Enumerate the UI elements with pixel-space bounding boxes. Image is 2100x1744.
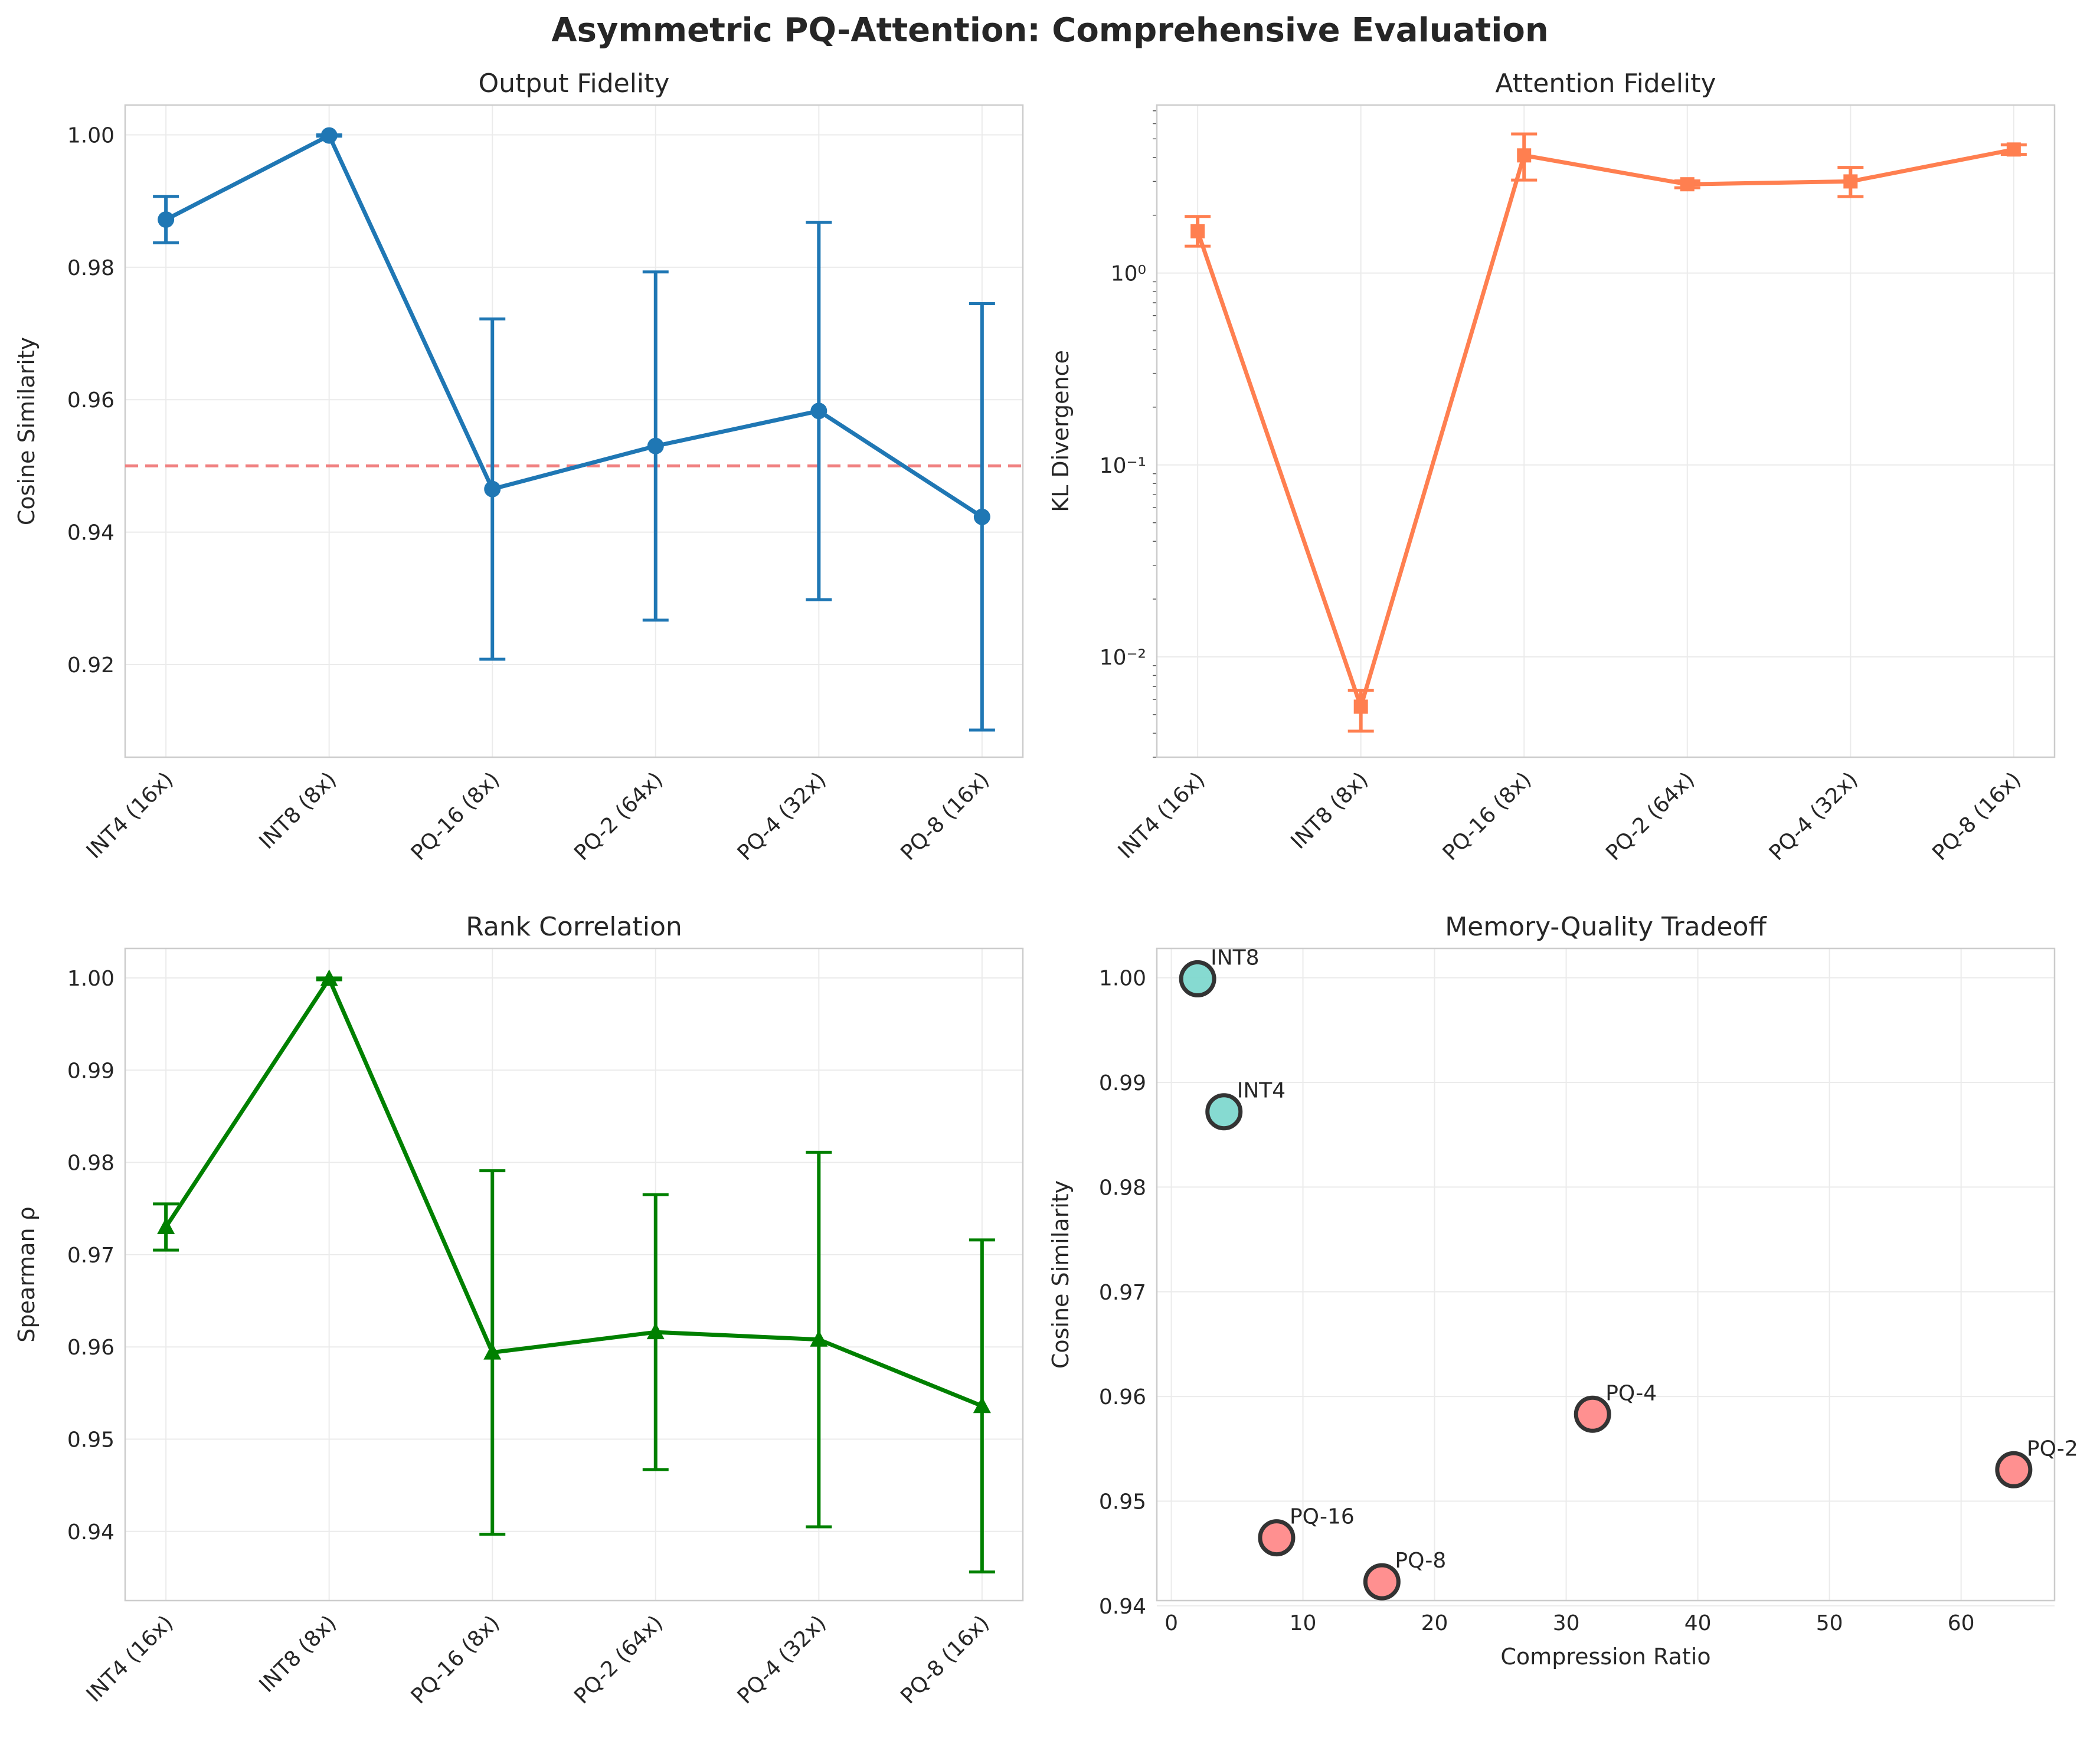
x-tick-label: INT4 (16x) xyxy=(82,767,178,863)
data-point xyxy=(1680,177,1695,192)
x-axis-label: Compression Ratio xyxy=(1500,1644,1710,1670)
data-point xyxy=(646,1323,665,1340)
y-tick-label: 0.97 xyxy=(1099,1281,1146,1305)
x-tick-label: PQ-4 (32x) xyxy=(1765,767,1863,865)
data-point xyxy=(483,1343,502,1360)
y-tick-label: 10⁻² xyxy=(1100,646,1146,670)
x-tick-label: PQ-2 (64x) xyxy=(1601,767,1699,865)
series-line xyxy=(1195,147,2014,709)
data-point xyxy=(973,508,990,525)
point-annotation: PQ-4 xyxy=(1605,1381,1657,1405)
y-tick-label: 0.96 xyxy=(1099,1385,1146,1409)
y-tick-label: 0.95 xyxy=(1099,1490,1146,1514)
chart-panel-2: Attention Fidelity 10⁻² 10⁻¹ 10⁰ KL Divergen… xyxy=(1048,68,2056,865)
data-point xyxy=(1353,699,1368,714)
x-tick-label: PQ-16 (8x) xyxy=(407,767,505,865)
y-axis-label: Spearman ρ xyxy=(14,1206,40,1342)
data-point xyxy=(484,480,501,498)
x-tick-label: 10 xyxy=(1290,1611,1317,1635)
chart-panel-1: Output Fidelity 0.92 0.94 0.96 0.98 1.00 Cosin… xyxy=(14,68,1024,865)
y-tick-label: 0.96 xyxy=(67,388,115,413)
panel-title: Attention Fidelity xyxy=(1495,68,1716,99)
x-tick-label: INT4 (16x) xyxy=(82,1611,178,1707)
data-point xyxy=(810,403,827,420)
data-point xyxy=(320,127,338,144)
x-tick-label: 60 xyxy=(1948,1611,1975,1635)
x-tick-label: PQ-2 (64x) xyxy=(570,1611,668,1709)
y-tick-label: 0.94 xyxy=(1099,1595,1146,1619)
point-annotation: PQ-2 xyxy=(2027,1437,2078,1461)
y-tick-label: 1.00 xyxy=(1099,967,1146,991)
y-axis-label: KL Divergence xyxy=(1048,350,1074,512)
panel-title: Memory-Quality Tradeoff xyxy=(1445,912,1767,942)
y-tick-label: 1.00 xyxy=(67,967,115,991)
data-point xyxy=(973,1396,991,1413)
y-tick-label: 0.99 xyxy=(67,1059,115,1083)
data-point xyxy=(647,437,664,454)
point-annotation: INT8 xyxy=(1211,945,1259,970)
chart-panel-4: Memory-Quality Tradeoff 0.94 0.95 0.96 0.97 0… xyxy=(1048,912,2078,1670)
series-line xyxy=(164,977,983,1408)
y-tick-label: 0.94 xyxy=(67,1520,115,1545)
scatter-point-pq-2 xyxy=(1995,1451,2033,1488)
y-tick-label: 0.92 xyxy=(67,653,115,678)
x-tick-label: INT4 (16x) xyxy=(1114,767,1210,863)
data-point xyxy=(1190,224,1205,238)
series-line xyxy=(165,133,983,519)
y-axis-label: Cosine Similarity xyxy=(1048,1180,1074,1369)
x-tick-label: 20 xyxy=(1421,1611,1448,1635)
axes-frame xyxy=(124,947,1024,1602)
x-tick-label: PQ-2 (64x) xyxy=(570,767,668,865)
x-tick-label: PQ-8 (16x) xyxy=(1928,767,2026,865)
point-annotation: PQ-16 xyxy=(1290,1505,1355,1529)
data-point xyxy=(157,1218,175,1235)
y-tick-label: 0.95 xyxy=(67,1428,115,1452)
x-tick-label: PQ-16 (8x) xyxy=(407,1611,505,1709)
x-tick-label: INT8 (8x) xyxy=(255,1611,342,1697)
data-point xyxy=(810,1330,828,1347)
x-tick-label: 0 xyxy=(1165,1611,1178,1635)
y-tick-label: 1.00 xyxy=(67,123,115,148)
y-tick-label: 10⁻¹ xyxy=(1100,454,1146,478)
point-annotation: PQ-8 xyxy=(1395,1549,1446,1573)
x-tick-label: 40 xyxy=(1684,1611,1712,1635)
y-tick-label: 0.96 xyxy=(67,1336,115,1360)
figure-suptitle: Asymmetric PQ-Attention: Comprehensive E… xyxy=(551,11,1549,50)
axes-frame xyxy=(1156,947,2056,1602)
y-axis-label: Cosine Similarity xyxy=(14,337,40,525)
x-tick-label: PQ-4 (32x) xyxy=(733,1611,831,1709)
panel-title: Rank Correlation xyxy=(466,912,682,942)
x-tick-label: INT8 (8x) xyxy=(1287,767,1373,854)
scatter-point-pq-16 xyxy=(1258,1519,1296,1557)
x-tick-label: 30 xyxy=(1553,1611,1580,1635)
x-tick-label: PQ-16 (8x) xyxy=(1438,767,1536,865)
y-tick-label: 10⁰ xyxy=(1111,262,1146,286)
data-point xyxy=(158,211,175,228)
data-point xyxy=(1843,174,1858,189)
y-tick-label: 0.98 xyxy=(1099,1176,1146,1200)
axes-frame xyxy=(1156,104,2056,758)
y-tick-label: 0.97 xyxy=(67,1244,115,1268)
scatter-point-int8 xyxy=(1179,960,1216,997)
y-tick-label: 0.98 xyxy=(67,1151,115,1176)
panel-title: Output Fidelity xyxy=(479,68,670,99)
scatter-point-pq-8 xyxy=(1363,1563,1401,1601)
scatter-point-pq-4 xyxy=(1574,1395,1611,1433)
y-tick-label: 0.99 xyxy=(1099,1071,1146,1095)
x-tick-label: PQ-4 (32x) xyxy=(733,767,831,865)
x-tick-label: PQ-8 (16x) xyxy=(896,767,994,865)
axes-frame xyxy=(124,104,1024,758)
data-point xyxy=(320,969,338,986)
y-tick-label: 0.94 xyxy=(67,521,115,545)
scatter-point-int4 xyxy=(1205,1093,1243,1131)
x-tick-label: INT8 (8x) xyxy=(255,767,342,854)
x-tick-label: 50 xyxy=(1816,1611,1843,1635)
point-annotation: INT4 xyxy=(1237,1079,1285,1103)
data-point xyxy=(1517,148,1532,163)
y-tick-label: 0.98 xyxy=(67,256,115,280)
x-tick-label: PQ-8 (16x) xyxy=(896,1611,994,1709)
data-point xyxy=(2006,142,2021,157)
chart-panel-3: Rank Correlation 0.94 0.95 0.96 0.97 0.98 0.99… xyxy=(14,912,1024,1709)
